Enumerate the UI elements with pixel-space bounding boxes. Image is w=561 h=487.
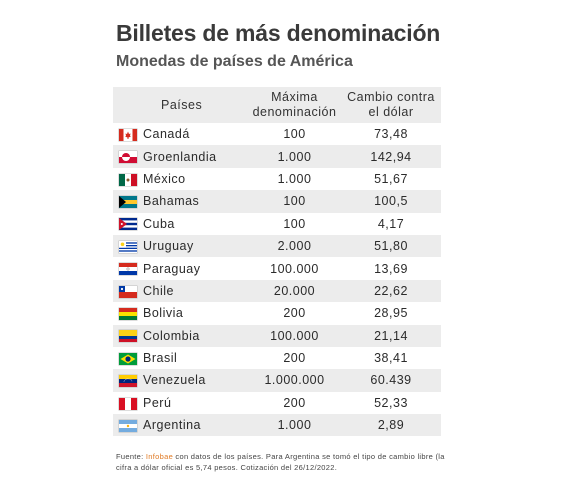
table-row: Paraguay 100.000 13,69 [113,257,441,279]
header-max-denomination-label: Máxima denominación [252,90,337,119]
country-cell: Bahamas [113,190,248,213]
max-denomination-cell: 100 [283,127,306,142]
max-denomination-cell: 100 [248,190,341,213]
uruguay-flag-icon [119,240,137,253]
header-exchange-rate: Cambio contra el dólar [341,87,441,123]
header-countries: Países [113,87,248,123]
country-name: Uruguay [143,239,194,254]
country-cell: Canadá [113,123,248,145]
country-name: Canadá [143,127,190,142]
country-cell: Perú [113,392,248,414]
peru-flag-icon [119,397,137,410]
chile-flag-icon [119,285,137,298]
cuba-flag-icon [119,218,137,231]
bahamas-flag-icon [119,196,137,209]
max-denomination-cell: 200 [283,351,306,366]
country-name: Paraguay [143,261,201,276]
table-row: Uruguay 2.000 51,80 [113,234,441,258]
country-name: Groenlandia [143,149,217,164]
table-row: Venezuela 1.000.000 60.439 [113,369,441,392]
exchange-rate-cell: 28,95 [374,306,408,321]
argentina-flag-icon [119,419,137,432]
country-name: Brasil [143,351,178,366]
exchange-rate-cell: 4,17 [377,216,405,231]
country-name: México [143,171,186,186]
country-name: Bolivia [143,306,184,321]
footer-prefix: Fuente: [116,452,146,461]
max-denomination-cell: 2.000 [248,234,341,258]
exchange-rate-cell: 38,41 [374,351,408,366]
table-row: Colombia 100.000 21,14 [113,324,441,347]
header-max-denomination: Máxima denominación [248,87,341,123]
country-name: Venezuela [143,373,206,388]
max-denomination-cell: 1.000.000 [248,369,341,392]
table-row: Groenlandia 1.000 142,94 [113,145,441,168]
currency-table: Países Máxima denominación Cambio contra… [113,87,441,437]
canada-flag-icon [119,128,137,141]
bolivia-flag-icon [119,308,137,321]
max-denomination-cell: 100.000 [270,261,319,276]
country-cell: Argentina [113,414,248,437]
country-cell: Paraguay [113,257,248,279]
country-name: Cuba [143,216,175,231]
country-name: Perú [143,395,172,410]
footer-note: Fuente: Infobae con datos de los países.… [116,451,446,473]
country-cell: Groenlandia [113,145,248,168]
max-denomination-cell: 1.000 [277,171,312,186]
max-denomination-cell: 100 [283,216,306,231]
exchange-rate-cell: 51,80 [341,234,441,258]
footer-text: con datos de los países. Para Argentina … [116,452,445,472]
max-denomination-cell: 20.000 [248,279,341,303]
table-row: Bolivia 200 28,95 [113,302,441,324]
country-name: Bahamas [143,194,200,209]
max-denomination-cell: 1.000 [248,414,341,437]
greenland-flag-icon [119,151,137,164]
table-row: Brasil 200 38,41 [113,347,441,369]
page-title: Billetes de más denominación [116,20,441,46]
table-row: Perú 200 52,33 [113,392,441,414]
table-row: Canadá 100 73,48 [113,123,441,145]
exchange-rate-cell: 22,62 [341,279,441,303]
max-denomination-cell: 200 [283,395,306,410]
exchange-rate-cell: 73,48 [374,127,408,142]
table-header-row: Países Máxima denominación Cambio contra… [113,87,441,123]
country-cell: Brasil [113,347,248,369]
brazil-flag-icon [119,352,137,365]
country-cell: Venezuela [113,369,248,392]
country-cell: Colombia [113,324,248,347]
country-cell: Bolivia [113,302,248,324]
exchange-rate-cell: 51,67 [374,171,408,186]
exchange-rate-cell: 142,94 [341,145,441,168]
exchange-rate-cell: 13,69 [374,261,408,276]
exchange-rate-cell: 21,14 [341,324,441,347]
table-row: Cuba 100 4,17 [113,213,441,235]
table-row: México 1.000 51,67 [113,168,441,190]
table-row: Bahamas 100 100,5 [113,190,441,213]
colombia-flag-icon [119,330,137,343]
footer-source: Infobae [145,452,174,461]
country-name: Chile [143,283,174,298]
country-name: Colombia [143,328,200,343]
venezuela-flag-icon [119,375,137,388]
country-name: Argentina [143,418,202,433]
paraguay-flag-icon [119,263,137,276]
country-cell: Cuba [113,213,248,235]
table-row: Argentina 1.000 2,89 [113,414,441,437]
max-denomination-cell: 1.000 [248,145,341,168]
max-denomination-cell: 200 [283,306,306,321]
exchange-rate-cell: 2,89 [341,414,441,437]
exchange-rate-cell: 52,33 [374,395,408,410]
exchange-rate-cell: 100,5 [341,190,441,213]
exchange-rate-cell: 60.439 [341,369,441,392]
country-cell: Chile [113,279,248,303]
table-row: Chile 20.000 22,62 [113,279,441,303]
country-cell: Uruguay [113,234,248,258]
header-exchange-rate-label: Cambio contra el dólar [347,90,435,119]
country-cell: México [113,168,248,190]
max-denomination-cell: 100.000 [248,324,341,347]
mexico-flag-icon [119,173,137,186]
page-subtitle: Monedas de países de América [116,53,353,70]
